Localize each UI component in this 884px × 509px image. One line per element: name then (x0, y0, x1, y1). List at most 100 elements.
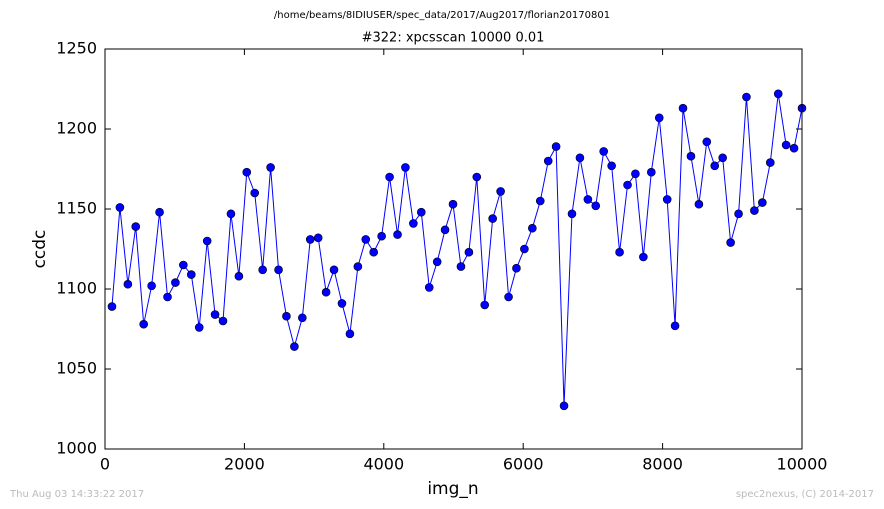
data-point (385, 172, 394, 182)
data-point (250, 188, 260, 198)
y-tick-label: 1100 (56, 279, 97, 298)
data-point (639, 252, 648, 262)
x-tick-label: 0 (100, 455, 110, 474)
y-tick-label: 1200 (56, 119, 97, 138)
data-point (305, 235, 315, 244)
data-point (226, 209, 236, 219)
data-point (607, 161, 616, 171)
data-point (631, 169, 640, 179)
data-point (773, 89, 783, 99)
data-point (718, 153, 727, 163)
data-point (329, 265, 339, 275)
data-point (520, 244, 529, 254)
data-point (662, 195, 672, 204)
data-point (496, 187, 505, 196)
data-point (242, 167, 252, 177)
data-point (171, 278, 180, 287)
data-point (409, 219, 418, 228)
data-point (377, 231, 386, 241)
data-point (298, 313, 307, 323)
data-point (234, 271, 244, 281)
data-point (575, 153, 585, 163)
data-point (591, 201, 601, 211)
data-point (321, 287, 331, 297)
x-tick-label: 4000 (363, 455, 404, 474)
x-tick-label: 6000 (503, 455, 544, 474)
data-point (758, 198, 767, 207)
data-point (750, 206, 759, 215)
data-point (266, 163, 275, 172)
data-point (567, 209, 577, 219)
data-point (472, 172, 482, 182)
data-point (163, 292, 172, 302)
data-point (369, 247, 378, 257)
y-axis-label: ccdc (30, 230, 50, 269)
data-point (670, 321, 680, 331)
data-point (440, 225, 450, 235)
data-point (290, 342, 299, 351)
data-point (512, 263, 521, 273)
data-point (258, 265, 267, 275)
y-tick-label: 1050 (56, 359, 97, 378)
data-point (623, 180, 632, 190)
plot-frame (104, 48, 803, 450)
data-point (480, 300, 490, 310)
data-point (488, 214, 497, 223)
data-point (337, 299, 347, 308)
data-point (559, 401, 569, 411)
data-point (274, 265, 283, 275)
data-point (694, 199, 704, 209)
data-point (353, 262, 363, 271)
data-point (282, 311, 291, 321)
data-point (615, 247, 624, 257)
data-point (210, 310, 220, 319)
data-point (543, 156, 553, 166)
data-point (115, 203, 125, 212)
data-point (313, 233, 323, 243)
data-point (647, 167, 656, 177)
chart-title: #322: xpcsscan 10000 0.01 (362, 31, 545, 46)
data-point (726, 238, 735, 247)
data-point (789, 143, 799, 153)
data-point (599, 147, 609, 156)
data-point (781, 140, 791, 150)
data-point (155, 207, 164, 217)
x-tick-label: 10000 (777, 455, 828, 474)
data-point (345, 329, 355, 339)
data-point (734, 209, 743, 219)
data-point (678, 103, 688, 113)
data-point (139, 319, 148, 329)
data-point (179, 260, 188, 270)
data-point (131, 222, 141, 231)
footer-right: spec2nexus, (C) 2014-2017 (736, 489, 874, 500)
y-tick-label: 1250 (56, 39, 97, 58)
data-point (551, 142, 561, 151)
y-tick-label: 1000 (56, 439, 97, 458)
data-point (686, 151, 696, 161)
data-point (186, 270, 196, 279)
data-point (742, 92, 751, 102)
data-point (456, 262, 466, 271)
data-point (654, 113, 664, 123)
data-point (393, 230, 402, 239)
data-point (710, 161, 720, 171)
data-point (147, 281, 156, 291)
x-axis-label: img_n (427, 479, 478, 499)
x-tick-label: 8000 (642, 455, 683, 474)
data-point (528, 223, 537, 233)
data-point (401, 163, 410, 172)
series-line (111, 93, 803, 406)
data-point (424, 283, 434, 292)
data-point (765, 158, 775, 167)
data-point (583, 195, 593, 204)
data-point (361, 235, 371, 244)
x-tick-label: 2000 (224, 455, 265, 474)
data-point (416, 207, 426, 217)
data-point (464, 247, 474, 257)
footer-left: Thu Aug 03 14:33:22 2017 (9, 489, 144, 500)
y-tick-label: 1150 (56, 199, 97, 218)
data-point (432, 257, 442, 267)
data-point (202, 236, 212, 246)
